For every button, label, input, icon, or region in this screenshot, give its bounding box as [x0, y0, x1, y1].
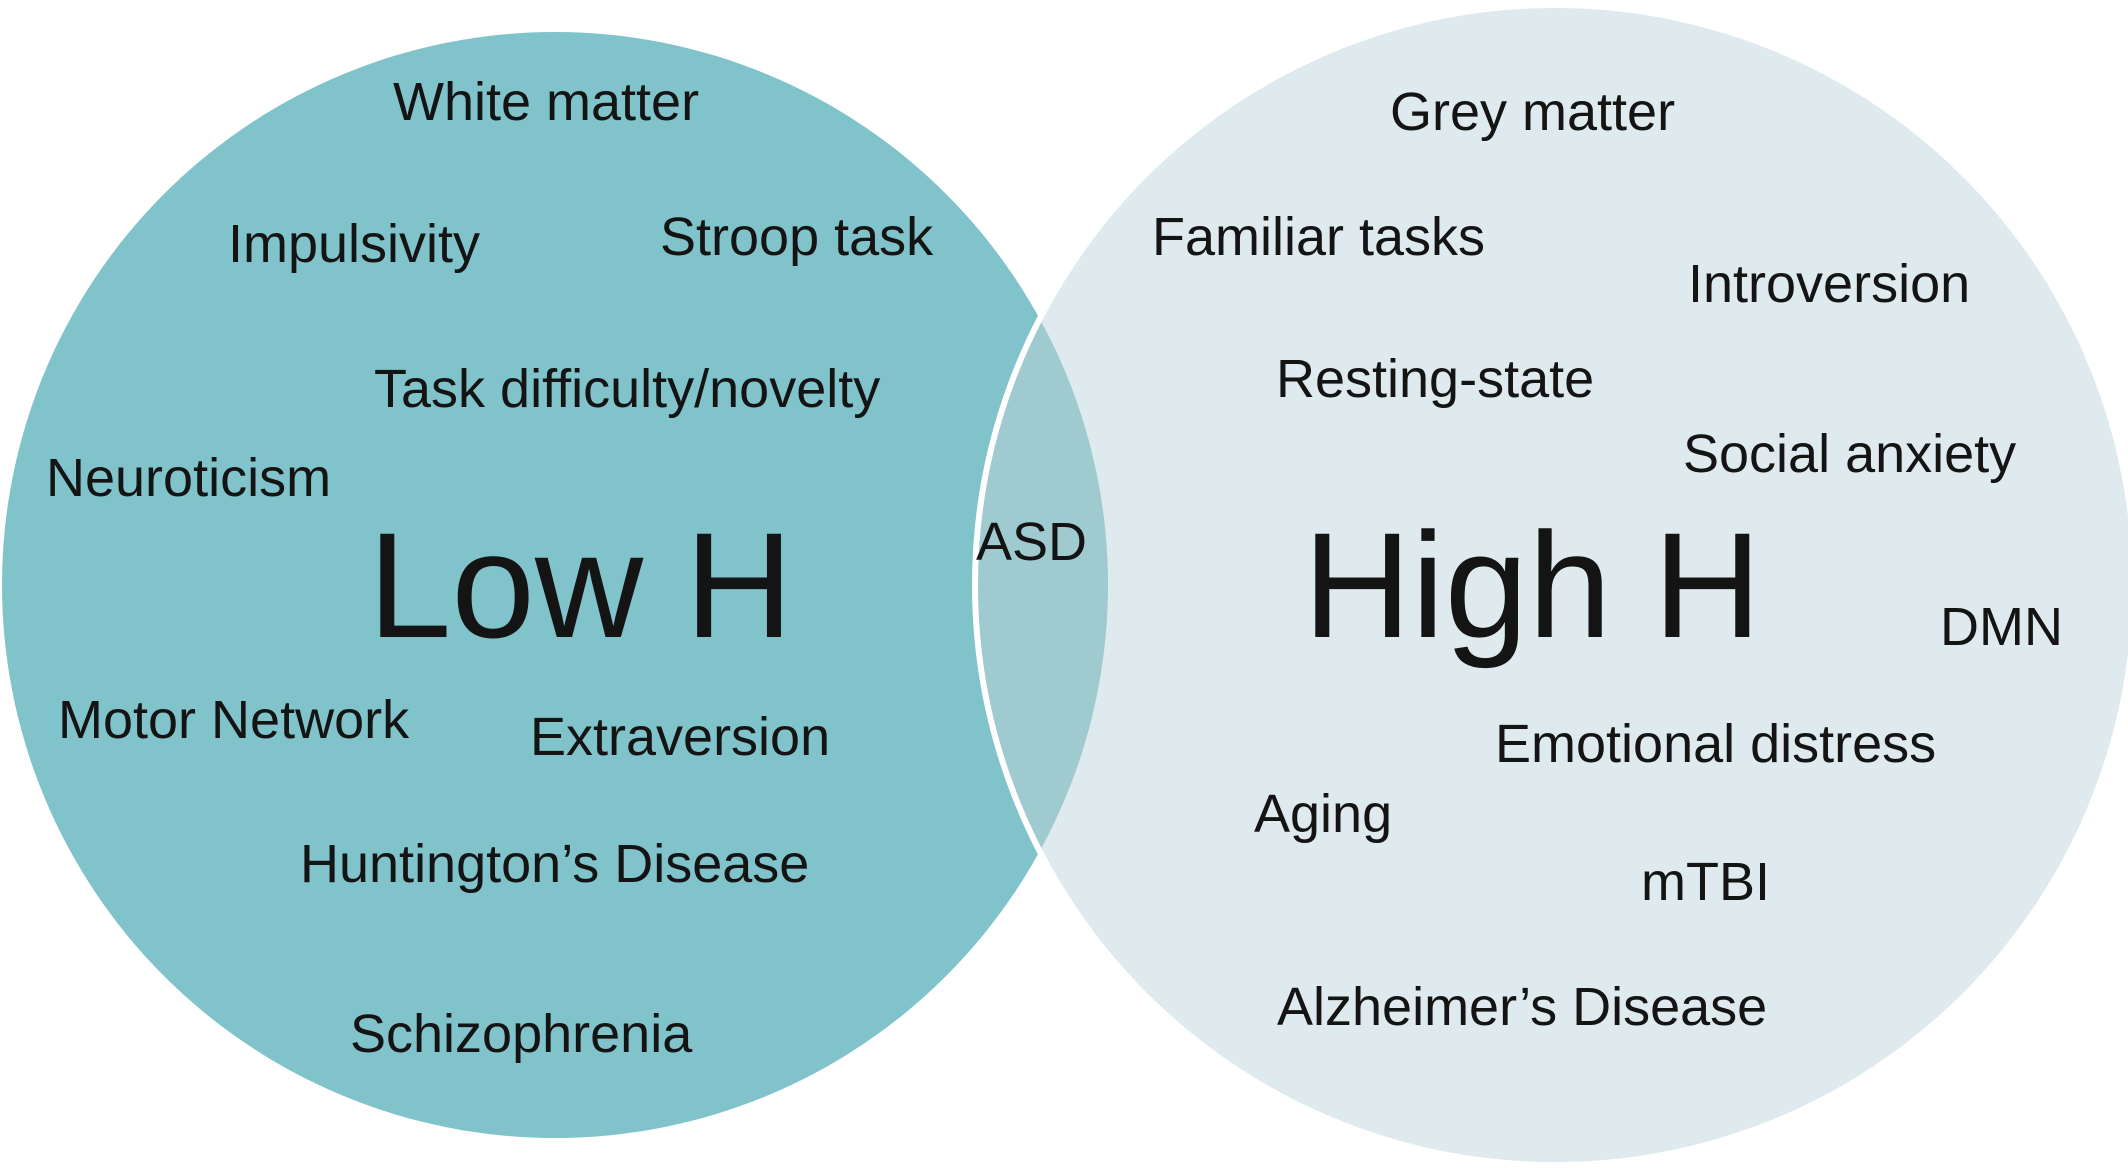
term-impulsivity: Impulsivity — [228, 214, 480, 274]
term-white-matter: White matter — [393, 72, 699, 132]
term-familiar-tasks: Familiar tasks — [1152, 207, 1485, 267]
term-schizophrenia: Schizophrenia — [350, 1004, 693, 1064]
term-extraversion: Extraversion — [530, 707, 830, 767]
term-asd: ASD — [976, 512, 1087, 572]
low-h-circle — [2, 32, 1108, 1138]
high-h-circle — [975, 5, 2128, 1165]
term-neuroticism: Neuroticism — [46, 448, 331, 508]
term-task-difficulty: Task difficulty/novelty — [374, 359, 880, 419]
high-h-title: High H — [1303, 501, 1762, 669]
term-emotional-distress: Emotional distress — [1495, 714, 1936, 774]
term-dmn: DMN — [1940, 597, 2063, 657]
term-grey-matter: Grey matter — [1390, 82, 1675, 142]
term-mtbi: mTBI — [1641, 852, 1770, 912]
term-huntingtons: Huntington’s Disease — [300, 834, 809, 894]
term-alzheimers: Alzheimer’s Disease — [1277, 977, 1767, 1037]
term-motor-network: Motor Network — [58, 690, 410, 750]
term-social-anxiety: Social anxiety — [1683, 424, 2016, 484]
low-h-title: Low H — [368, 501, 793, 669]
high-h-circle-outline — [972, 2, 2128, 1168]
term-introversion: Introversion — [1688, 254, 1970, 314]
term-stroop-task: Stroop task — [660, 207, 934, 267]
term-aging: Aging — [1254, 784, 1392, 844]
term-resting-state: Resting-state — [1276, 349, 1594, 409]
